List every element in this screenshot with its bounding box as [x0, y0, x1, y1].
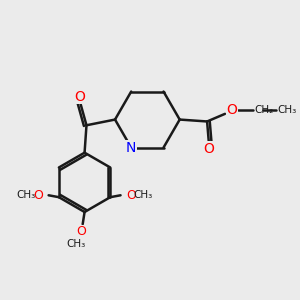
Text: O: O — [74, 90, 85, 104]
Text: O: O — [76, 225, 86, 238]
Text: N: N — [126, 141, 136, 154]
Text: CH₃: CH₃ — [278, 105, 297, 115]
Text: O: O — [226, 103, 237, 117]
Text: CH₂: CH₂ — [255, 105, 274, 115]
Text: CH₃: CH₃ — [17, 190, 36, 200]
Text: CH₃: CH₃ — [133, 190, 152, 200]
Text: CH₃: CH₃ — [67, 239, 86, 249]
Text: O: O — [33, 189, 43, 202]
Text: O: O — [204, 142, 214, 156]
Text: O: O — [126, 189, 136, 202]
